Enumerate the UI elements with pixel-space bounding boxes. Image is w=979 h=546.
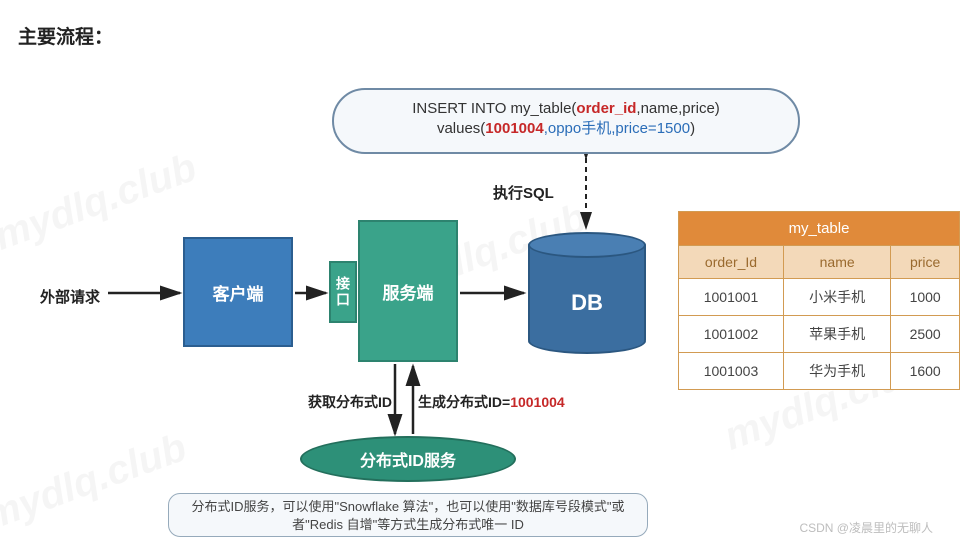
cell: 1600 (891, 353, 960, 390)
sql-text: values( (437, 120, 485, 137)
server-box: 服务端 (358, 220, 458, 362)
external-request-label: 外部请求 (40, 286, 100, 307)
col-header: order_Id (679, 246, 784, 279)
cell: 2500 (891, 316, 960, 353)
watermark: mydlq.club (0, 145, 202, 260)
sql-val-name: ,oppo手机 (544, 120, 612, 137)
watermark: mydlq.club (0, 425, 192, 540)
sql-text: ) (690, 120, 695, 137)
sql-val-id: 1001004 (485, 120, 543, 137)
sql-text: ,name,price) (636, 100, 719, 117)
cell: 华为手机 (784, 353, 891, 390)
sql-bubble: INSERT INTO my_table(order_id,name,price… (332, 88, 800, 154)
cell: 1001002 (679, 316, 784, 353)
table-row: 1001003 华为手机 1600 (679, 353, 960, 390)
db-cylinder: DB (528, 232, 646, 340)
credit-label: CSDN @凌晨里的无聊人 (799, 519, 933, 536)
table-row: 1001001 小米手机 1000 (679, 279, 960, 316)
sql-text: INSERT INTO my_table( (412, 100, 576, 117)
sql-val-price: ,price=1500 (611, 120, 690, 137)
cell: 1001001 (679, 279, 784, 316)
sql-order-id: order_id (576, 100, 636, 117)
table-title: my_table (679, 212, 960, 246)
cell: 1000 (891, 279, 960, 316)
cell: 小米手机 (784, 279, 891, 316)
table-row: 1001002 苹果手机 2500 (679, 316, 960, 353)
cell: 1001003 (679, 353, 784, 390)
col-header: name (784, 246, 891, 279)
dist-id-service: 分布式ID服务 (300, 436, 516, 482)
footer-note: 分布式ID服务，可以使用"Snowflake 算法"，也可以使用"数据库号段模式… (168, 493, 648, 537)
client-box: 客户端 (183, 237, 293, 347)
gen-id-value: 1001004 (510, 394, 565, 410)
gen-id-prefix: 生成分布式ID= (418, 394, 510, 410)
col-header: price (891, 246, 960, 279)
get-id-label: 获取分布式ID (308, 392, 392, 412)
execute-sql-label: 执行SQL (493, 182, 554, 203)
my-table: my_table order_Id name price 1001001 小米手… (678, 211, 960, 390)
cell: 苹果手机 (784, 316, 891, 353)
db-label: DB (528, 290, 646, 316)
page-title: 主要流程： (18, 22, 113, 49)
interface-box: 接口 (329, 261, 357, 323)
gen-id-label: 生成分布式ID=1001004 (418, 392, 565, 412)
